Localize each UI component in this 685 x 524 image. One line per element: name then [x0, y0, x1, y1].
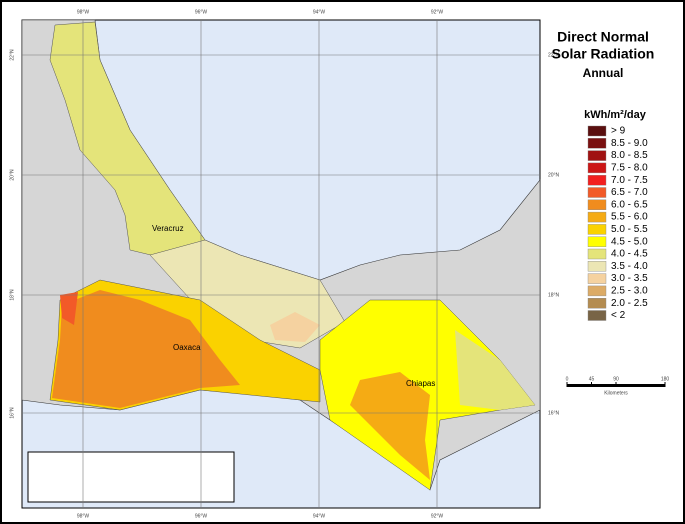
- legend-swatch: [587, 187, 607, 198]
- legend-label: 7.5 - 8.0: [611, 163, 648, 174]
- legend-swatch: [587, 310, 607, 321]
- legend-swatch: [587, 174, 607, 186]
- chiapas-east: [455, 330, 535, 410]
- title: Solar Radiation: [552, 46, 655, 62]
- legend-label: 2.5 - 3.0: [611, 286, 648, 297]
- lat-label: 20°N: [548, 172, 560, 178]
- chiapas-core: [350, 372, 430, 480]
- legend-swatch: [587, 248, 607, 260]
- scale-label: 45: [589, 376, 595, 382]
- lat-label: 18°N: [9, 289, 15, 301]
- legend-title: kWh/m²/day: [584, 109, 647, 121]
- lon-label: 92°W: [431, 9, 444, 15]
- legend-label: 6.0 - 6.5: [611, 199, 648, 210]
- legend-label: 5.5 - 6.0: [611, 212, 648, 223]
- legend-label: 2.0 - 2.5: [611, 298, 648, 309]
- legend-swatch: [587, 273, 607, 284]
- legend-swatch: [587, 125, 607, 137]
- lat-label: 16°N: [9, 407, 15, 419]
- lat-label: 22°N: [9, 49, 15, 61]
- legend-swatch: [587, 138, 607, 149]
- legend-swatch: [587, 261, 607, 272]
- legend-swatch: [587, 285, 607, 297]
- scale-label: 0: [566, 376, 569, 382]
- lat-label: 16°N: [548, 410, 560, 416]
- title: Direct Normal: [557, 29, 649, 45]
- lon-label: 94°W: [313, 9, 326, 15]
- hot-spot: [60, 292, 78, 325]
- place-label: Veracruz: [152, 224, 184, 233]
- legend-swatch: [587, 236, 607, 247]
- legend-label: 3.5 - 4.0: [611, 261, 648, 272]
- lon-label: 94°W: [313, 513, 326, 519]
- lat-label: 20°N: [9, 169, 15, 181]
- place-label: Oaxaca: [173, 343, 201, 352]
- legend-label: 7.0 - 7.5: [611, 175, 648, 186]
- lon-label: 98°W: [77, 9, 90, 15]
- scale-label: 90: [613, 376, 619, 382]
- oaxaca-core: [52, 290, 240, 408]
- legend-label: 8.5 - 9.0: [611, 138, 648, 149]
- legend-swatch: [587, 224, 607, 235]
- scale-label: 180: [661, 376, 670, 382]
- lon-label: 98°W: [77, 513, 90, 519]
- legend-swatch: [587, 199, 607, 211]
- legend-label: 5.0 - 5.5: [611, 224, 648, 235]
- legend-label: 3.0 - 3.5: [611, 273, 648, 284]
- legend-label: 8.0 - 8.5: [611, 150, 648, 161]
- legend-label: 4.5 - 5.0: [611, 236, 648, 247]
- legend-swatch: [587, 150, 607, 161]
- graticule: 98°W 98°W 96°W 96°W 94°W 94°W 92°W 92°W 22°N 22°N…: [9, 9, 559, 519]
- lon-label: 92°W: [431, 513, 444, 519]
- lat-label: 22°N: [548, 52, 560, 58]
- legend: > 98.5 - 9.08.0 - 8.57.5 - 8.07.0 - 7.56…: [587, 125, 648, 321]
- legend-label: > 9: [611, 126, 626, 137]
- map: Veracruz Oaxaca Chiapas: [21, 19, 541, 509]
- low-patch: [270, 312, 320, 342]
- place-label: Chiapas: [406, 379, 435, 388]
- inset-box: [27, 451, 235, 503]
- lon-label: 96°W: [195, 9, 208, 15]
- legend-label: < 2: [611, 310, 626, 321]
- lat-label: 18°N: [548, 292, 560, 298]
- scale-unit: Kilometers: [604, 390, 628, 396]
- scale-bar: 0 45 90 180 Kilometers: [566, 376, 670, 396]
- legend-label: 4.0 - 4.5: [611, 249, 648, 260]
- legend-swatch: [587, 211, 607, 223]
- legend-swatch: [587, 162, 607, 174]
- legend-swatch: [587, 298, 607, 309]
- legend-label: 6.5 - 7.0: [611, 187, 648, 198]
- lon-label: 96°W: [195, 513, 208, 519]
- subtitle: Annual: [583, 66, 624, 80]
